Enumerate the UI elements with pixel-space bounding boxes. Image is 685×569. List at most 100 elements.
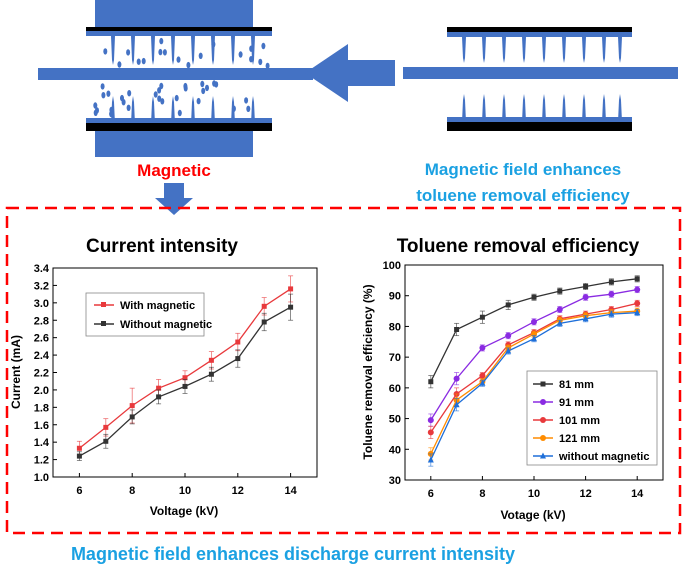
plasma-particle bbox=[212, 80, 217, 87]
data-point bbox=[505, 347, 512, 354]
needle-pin bbox=[251, 96, 255, 124]
data-point bbox=[505, 332, 512, 339]
data-point bbox=[427, 417, 434, 424]
needle-pin bbox=[211, 96, 215, 124]
legend-label: 101 mm bbox=[559, 415, 600, 427]
data-point bbox=[235, 356, 241, 362]
data-point bbox=[540, 417, 546, 423]
y-tick-label: 3.4 bbox=[34, 263, 50, 275]
needle-pin bbox=[191, 36, 195, 65]
plasma-particle bbox=[141, 57, 146, 65]
data-point bbox=[531, 294, 537, 300]
plasma-particle bbox=[177, 109, 182, 117]
plasma-particle bbox=[198, 52, 203, 59]
data-point bbox=[103, 438, 109, 444]
data-point bbox=[182, 375, 188, 381]
rod-electrode-2 bbox=[403, 67, 678, 79]
needle-pin bbox=[151, 96, 155, 124]
y-tick-label: 70 bbox=[389, 352, 401, 364]
y-tick-label: 2.4 bbox=[34, 350, 50, 362]
y-axis-label: Current (mA) bbox=[9, 335, 23, 409]
y-tick-label: 3.0 bbox=[34, 298, 49, 310]
data-point bbox=[208, 371, 214, 377]
needle-pin bbox=[542, 37, 546, 63]
needle-pin bbox=[562, 94, 566, 122]
data-point bbox=[261, 319, 267, 325]
needle-pin bbox=[211, 36, 215, 65]
data-point bbox=[540, 399, 546, 405]
data-point bbox=[76, 453, 82, 459]
data-point bbox=[531, 335, 537, 342]
data-point bbox=[453, 401, 460, 408]
plasma-particle bbox=[261, 42, 266, 50]
plasma-particle bbox=[101, 92, 106, 99]
legend-box-2 bbox=[526, 370, 658, 466]
data-point bbox=[129, 414, 135, 420]
plasma-particle bbox=[258, 58, 263, 66]
reactor-magnetic-diagram bbox=[38, 0, 313, 157]
current-intensity-chart: Current intensity 1.0 1.2 1.4 1.6 1.8 2.0 2.2 2… bbox=[9, 236, 318, 518]
data-point bbox=[156, 385, 162, 391]
plasma-particle bbox=[126, 104, 131, 112]
x-tick-label: 14 bbox=[631, 488, 644, 500]
plasma-particle bbox=[106, 90, 111, 97]
data-point bbox=[103, 424, 109, 430]
data-point bbox=[582, 294, 589, 301]
needle-pin bbox=[602, 94, 606, 122]
data-point bbox=[479, 314, 485, 320]
plasma-particle bbox=[158, 48, 163, 56]
dielectric-top-2 bbox=[447, 32, 632, 37]
plasma-particle bbox=[201, 87, 206, 95]
plasma-particle bbox=[93, 102, 98, 109]
y-tick-label: 1.0 bbox=[34, 472, 49, 484]
y-tick-label: 50 bbox=[389, 414, 401, 426]
plasma-particle bbox=[160, 98, 165, 105]
needle-pin bbox=[542, 94, 546, 122]
needle-pin bbox=[582, 94, 586, 122]
data-point bbox=[156, 394, 162, 400]
needle-pin bbox=[502, 37, 506, 63]
y-tick-label: 60 bbox=[389, 383, 401, 395]
plasma-particle bbox=[200, 80, 205, 88]
electrode-plate-bottom-2 bbox=[447, 122, 632, 131]
legend-label: 91 mm bbox=[559, 397, 594, 409]
dielectric-bottom bbox=[86, 118, 272, 123]
needle-pin bbox=[562, 37, 566, 63]
electrode-plate-top bbox=[86, 27, 272, 31]
legend-label: 81 mm bbox=[559, 379, 594, 391]
needle-pin bbox=[111, 36, 115, 65]
y-tick-label: 40 bbox=[389, 444, 401, 456]
needle-pin bbox=[462, 94, 466, 122]
plasma-particle bbox=[249, 45, 254, 52]
left-arrow-icon bbox=[305, 44, 395, 102]
data-point bbox=[427, 456, 434, 463]
data-point bbox=[453, 375, 460, 382]
needle-pin bbox=[171, 96, 175, 124]
needle-pin bbox=[482, 37, 486, 63]
data-point bbox=[479, 344, 486, 351]
caption-top-line1: Magnetic field enhances bbox=[425, 160, 622, 179]
data-point bbox=[634, 300, 641, 307]
y-tick-label: 90 bbox=[389, 291, 401, 303]
data-point bbox=[288, 286, 294, 292]
dielectric-top bbox=[86, 31, 272, 36]
needle-pin bbox=[191, 96, 195, 124]
y-tick-label: 2.0 bbox=[34, 385, 49, 397]
y-tick-label: 1.4 bbox=[34, 437, 50, 449]
x-axis-label: Voltage (kV) bbox=[150, 504, 218, 518]
x-tick-label: 10 bbox=[528, 488, 540, 500]
x-tick-label: 12 bbox=[232, 485, 244, 497]
data-point bbox=[608, 310, 615, 317]
y-tick-label: 1.8 bbox=[34, 402, 49, 414]
data-point bbox=[583, 284, 589, 289]
needle-pin bbox=[502, 94, 506, 122]
y-tick-label: 1.2 bbox=[34, 455, 49, 467]
needle-pin bbox=[582, 37, 586, 63]
chart-title: Current intensity bbox=[86, 236, 238, 257]
needle-pin bbox=[462, 37, 466, 63]
x-tick-label: 12 bbox=[579, 488, 591, 500]
caption-bottom: Magnetic field enhances discharge curren… bbox=[71, 544, 515, 564]
data-point bbox=[556, 319, 563, 326]
chart-title-2: Toluene removal efficiency bbox=[397, 236, 640, 257]
